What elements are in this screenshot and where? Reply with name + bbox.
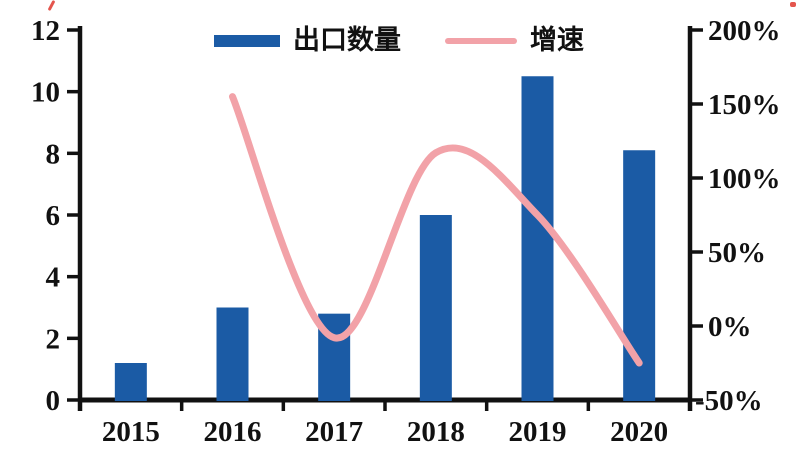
x-axis-category-label: 2018 [407,416,465,448]
x-axis-category-label: 2020 [610,416,668,448]
right-axis-tick-label: 50% [708,237,766,269]
right-axis-tick-label: -50% [695,385,763,417]
bar-2015 [114,363,147,401]
x-axis-category-label: 2016 [204,416,262,448]
left-axis-tick-label: 4 [46,262,61,294]
right-axis-tick-label: 100% [708,163,781,195]
left-axis-tick-label: 8 [46,138,61,170]
bar-2019 [521,76,554,401]
chart-legend: 出口数量 增速 [214,27,584,54]
bar-series-swatch-icon [214,34,280,47]
right-axis-tick-label: 200% [708,15,781,47]
red-artifact-mark-top-right-icon [790,2,796,7]
left-axis-tick-label: 2 [46,323,61,355]
growth-rate-line [229,93,643,367]
x-axis-category-label: 2015 [102,416,160,448]
left-axis-tick-label: 12 [31,15,60,47]
left-axis-tick-label: 6 [46,200,61,232]
line-series-swatch-icon [445,37,517,44]
bar-2018 [419,215,452,401]
right-axis-tick-label: 150% [708,89,781,121]
x-axis-category-label: 2019 [509,416,567,448]
legend-label-bar: 出口数量 [293,25,401,55]
left-axis-tick-label: 0 [46,385,61,417]
legend-item-line: 增速 [445,27,584,54]
left-axis-tick-label: 10 [31,77,60,109]
legend-label-line: 增速 [530,25,584,55]
x-axis-category-label: 2017 [305,416,363,448]
bar-2016 [216,307,249,401]
legend-item-bar: 出口数量 [214,27,401,54]
right-axis-tick-label: 0% [708,311,752,343]
